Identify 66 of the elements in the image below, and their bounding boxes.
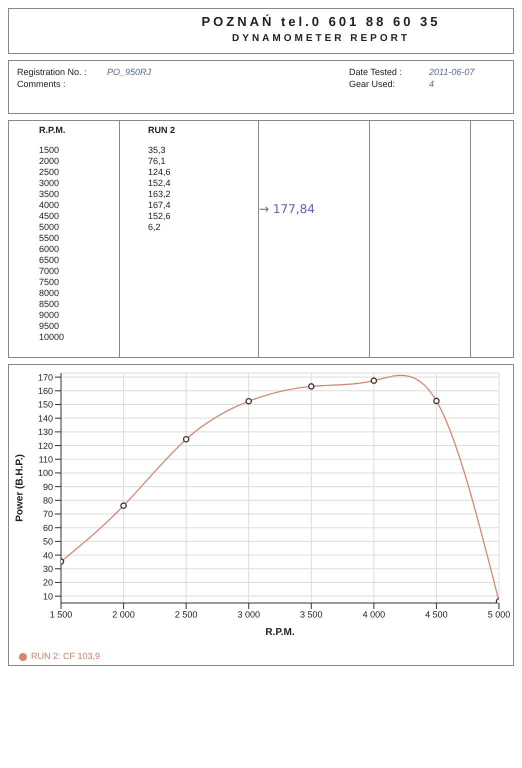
x-tick-label: 2 000	[112, 609, 135, 620]
x-tick-label: 4 000	[362, 609, 386, 620]
text: 6000	[39, 244, 60, 255]
text: 35,3	[148, 145, 167, 156]
text: 2011-06-07	[429, 67, 474, 77]
text: 8000	[39, 288, 60, 299]
y-tick-label: 30	[42, 564, 53, 574]
y-tick-label: 160	[38, 386, 53, 396]
text: 2500	[39, 167, 60, 178]
chart-title: DYNAMOMETER REPORT	[231, 33, 411, 44]
x-tick-label: 2 500	[174, 609, 198, 620]
x-tick-label: 3 500	[300, 609, 323, 620]
text: 152,4	[148, 178, 172, 189]
y-tick-label: 20	[42, 578, 53, 588]
legend-label: RUN 2: CF 103,9	[31, 651, 100, 661]
y-axis-title: Power (B.H.P.)	[14, 454, 26, 522]
text: 4500	[39, 211, 60, 222]
y-tick-label: 110	[38, 454, 53, 464]
y-tick-label: 40	[42, 550, 53, 560]
text: 7000	[39, 266, 60, 277]
y-tick-label: 10	[42, 591, 53, 602]
chart-subtitle: POZNAŃ tel.0 601 88 60 35	[200, 14, 442, 29]
text: 163,2	[148, 189, 172, 200]
y-tick-label: 90	[42, 482, 53, 492]
text: Gear Used:	[349, 79, 396, 89]
text: 3500	[39, 189, 60, 200]
y-tick-label: 60	[42, 522, 53, 533]
x-tick-label: 4 500	[425, 609, 448, 620]
text: 3000	[39, 178, 60, 189]
y-tick-label: 170	[38, 372, 53, 382]
text: 9000	[39, 310, 60, 321]
x-tick-label: 5 000	[488, 609, 510, 620]
text: 152,6	[148, 211, 172, 222]
text: 4000	[39, 200, 60, 211]
text: 76,1	[148, 156, 167, 167]
x-tick-label: 3 000	[237, 609, 260, 620]
text: R.P.M.	[39, 125, 66, 135]
text: 8500	[39, 299, 60, 310]
text: 10000	[39, 332, 66, 343]
text: Date Tested :	[349, 67, 402, 77]
text: → 177,84	[259, 202, 315, 216]
y-tick-label: 120	[38, 440, 53, 451]
text: 5500	[39, 233, 60, 244]
text: Comments :	[17, 79, 66, 89]
text: 6,2	[148, 222, 162, 233]
y-tick-label: 50	[42, 536, 53, 547]
y-tick-label: 150	[38, 400, 53, 410]
text: 2000	[39, 156, 60, 167]
y-tick-label: 70	[42, 509, 53, 520]
y-tick-label: 80	[42, 496, 53, 506]
text: 1500	[39, 145, 60, 156]
y-tick-label: 100	[38, 468, 53, 478]
text: 167,4	[148, 200, 172, 211]
text: Registration No. :	[17, 67, 87, 77]
text: 4	[429, 79, 434, 89]
y-tick-label: 130	[38, 427, 53, 438]
text: 6500	[39, 255, 60, 266]
text: 9500	[39, 321, 60, 332]
text: 5000	[39, 222, 60, 233]
x-tick-label: 1 500	[50, 609, 72, 620]
text: RUN 2	[148, 125, 176, 135]
text: PO_950RJ	[107, 67, 152, 77]
y-tick-label: 140	[38, 413, 53, 424]
text: 124,6	[148, 167, 172, 178]
text: 7500	[39, 277, 60, 288]
x-axis-title: R.P.M.	[265, 627, 295, 638]
